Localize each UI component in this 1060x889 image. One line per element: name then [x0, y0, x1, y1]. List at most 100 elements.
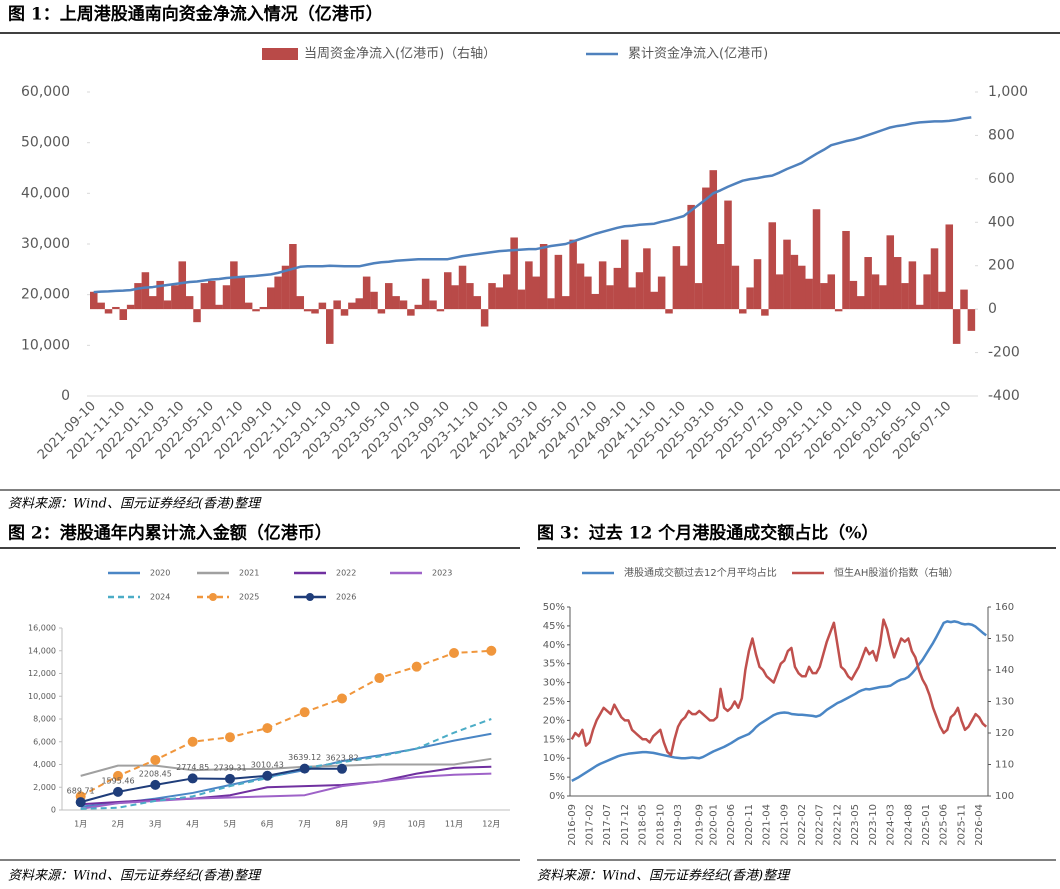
bar	[768, 222, 777, 310]
y-tick-label: 0%	[549, 791, 565, 802]
bar	[326, 309, 334, 344]
bar	[930, 248, 939, 310]
bar	[126, 304, 135, 310]
y-tick-label: 10%	[543, 753, 565, 764]
bar	[355, 298, 364, 310]
x-tick-label: 4月	[186, 820, 199, 829]
bar	[259, 306, 268, 310]
y-tick-label: 0	[51, 806, 56, 815]
x-tick-label: 2024-03	[886, 804, 897, 846]
data-label: 3639.12	[288, 753, 321, 762]
line	[93, 116, 972, 294]
bar	[967, 309, 976, 331]
bar	[517, 289, 526, 310]
y2-tick-label: 800	[988, 127, 1015, 143]
bar	[429, 300, 437, 310]
y-tick-label: 8,000	[33, 715, 56, 724]
bar	[436, 309, 445, 312]
line	[80, 767, 343, 804]
x-tick-label: 8月	[335, 820, 348, 829]
y-tick-label: 20,000	[21, 287, 70, 303]
bar	[576, 263, 585, 310]
bar	[547, 298, 555, 310]
bar	[525, 261, 533, 310]
y-tick-label: 45%	[543, 621, 565, 632]
bar	[665, 309, 673, 314]
bar	[237, 276, 246, 310]
bar	[724, 200, 732, 310]
legend-label: 当周资金净流入(亿港币)（右轴）	[304, 46, 496, 62]
y-tick-label: 12,000	[28, 669, 56, 678]
bar	[458, 265, 467, 310]
bar	[208, 280, 216, 310]
bar	[857, 296, 865, 310]
source-note: 资料来源：Wind、国元证券经纪(香港)整理	[8, 497, 262, 512]
bar	[709, 170, 718, 310]
bar	[244, 302, 253, 310]
marker	[449, 648, 459, 659]
y-tick-label: 5%	[549, 772, 565, 783]
marker	[262, 723, 273, 734]
x-tick-label: 2019-03	[673, 804, 684, 846]
bar	[805, 278, 813, 310]
bar	[945, 224, 954, 310]
marker	[225, 732, 235, 743]
bar	[178, 261, 187, 310]
bar	[104, 309, 113, 314]
y-tick-label: 6,000	[33, 737, 56, 746]
y-tick-label: 50,000	[21, 135, 70, 151]
bar	[399, 300, 408, 310]
legend-label: 恒生AH股溢价指数（右轴）	[834, 566, 958, 579]
y-tick-label: 2,000	[33, 783, 56, 792]
bar	[569, 239, 577, 310]
bar	[842, 230, 850, 310]
bar	[193, 309, 201, 323]
line	[80, 649, 492, 798]
bar	[812, 209, 821, 310]
legend-marker	[209, 593, 217, 601]
y2-tick-label: 400	[988, 214, 1015, 230]
bar	[318, 302, 327, 310]
y-tick-label: 60,000	[21, 84, 70, 100]
bar	[938, 291, 946, 310]
legend-label: 2026	[336, 593, 356, 602]
bar	[952, 309, 961, 344]
x-tick-label: 2016-09	[567, 804, 578, 846]
y-tick-label: 50%	[543, 602, 565, 613]
bar	[134, 283, 142, 310]
bar	[414, 304, 423, 310]
bar	[820, 283, 828, 310]
bar	[650, 291, 659, 310]
marker	[150, 754, 161, 765]
bar	[893, 257, 902, 310]
y-tick-label: 10,000	[21, 337, 70, 353]
line	[571, 620, 987, 782]
marker	[299, 707, 310, 718]
y2-tick-label: 120	[995, 728, 1014, 739]
y-tick-label: 15%	[543, 734, 565, 745]
x-tick-label: 2019-09	[694, 804, 705, 846]
line	[80, 765, 492, 806]
x-tick-label: 2022-12	[832, 804, 843, 846]
bar	[790, 254, 799, 310]
y2-tick-label: 150	[995, 634, 1014, 645]
y2-tick-label: -400	[988, 388, 1020, 404]
y-tick-label: 20%	[543, 715, 565, 726]
x-tick-label: 2021-04	[762, 804, 773, 846]
bar	[421, 278, 430, 310]
bar	[97, 302, 105, 310]
y2-tick-label: 1,000	[988, 84, 1028, 100]
data-label: 3623.82	[325, 753, 358, 762]
bar	[731, 265, 740, 310]
bar	[628, 287, 636, 310]
bar	[849, 280, 858, 310]
marker	[187, 773, 198, 784]
legend-label: 2024	[150, 593, 170, 602]
bar	[141, 272, 150, 310]
bar	[635, 272, 644, 310]
bar	[473, 296, 482, 310]
marker	[187, 736, 198, 747]
bar	[702, 187, 710, 310]
bar	[503, 274, 511, 310]
x-tick-label: 2月	[111, 820, 124, 829]
